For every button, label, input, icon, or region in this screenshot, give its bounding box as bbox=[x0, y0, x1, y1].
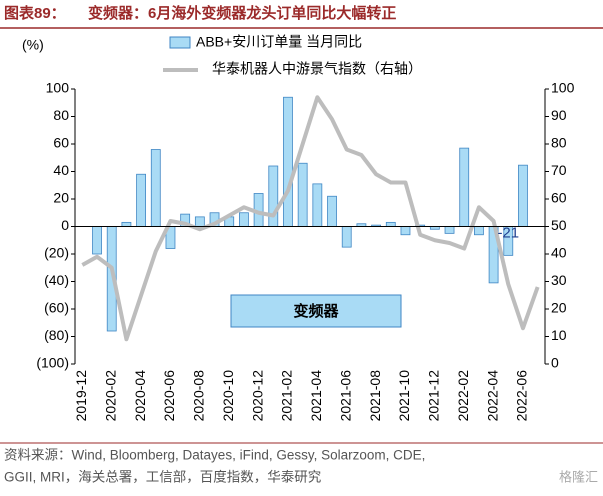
bar bbox=[312, 183, 323, 227]
x-tick-label: 2021-04 bbox=[308, 370, 324, 422]
y2-tick-label: 100 bbox=[551, 80, 575, 96]
y2-tick-label: 60 bbox=[551, 190, 567, 206]
x-tick-label: 2021-02 bbox=[279, 370, 295, 422]
x-tick-label: 2022-02 bbox=[455, 370, 471, 422]
bar bbox=[459, 147, 470, 227]
y-tick-label: 20 bbox=[53, 190, 69, 206]
y-tick-label: (20) bbox=[44, 245, 69, 261]
y2-tick-label: 20 bbox=[551, 300, 567, 316]
bar bbox=[518, 164, 528, 227]
x-tick-label: 2022-04 bbox=[484, 370, 500, 422]
x-tick-label: 2020-10 bbox=[220, 370, 236, 422]
y-tick-label: (40) bbox=[44, 272, 69, 288]
x-tick-label: 2021-06 bbox=[337, 370, 353, 422]
x-tick-label: 2021-12 bbox=[426, 370, 442, 422]
x-tick-label: 2020-02 bbox=[102, 370, 118, 422]
bar bbox=[327, 195, 337, 227]
source: 资料来源：Wind, Bloomberg, Datayes, iFind, Ge… bbox=[4, 448, 425, 463]
legend-label: ABB+安川订单量 当月同比 bbox=[196, 34, 362, 50]
bar bbox=[194, 216, 205, 227]
x-tick-label: 2021-10 bbox=[396, 370, 412, 422]
y2-tick-label: 40 bbox=[551, 245, 567, 261]
y-axis-label: (%) bbox=[22, 37, 44, 53]
y2-tick-label: 90 bbox=[551, 107, 567, 123]
y-tick-label: 60 bbox=[53, 135, 69, 151]
bar bbox=[92, 226, 102, 255]
title-prefix: 图表89： bbox=[4, 4, 66, 22]
y-tick-label: (60) bbox=[44, 300, 69, 316]
y-tick-label: 100 bbox=[46, 80, 70, 96]
bar bbox=[121, 221, 132, 227]
y2-tick-label: 80 bbox=[551, 135, 567, 151]
bar bbox=[444, 226, 455, 234]
y-tick-label: 0 bbox=[61, 217, 69, 233]
y2-tick-label: 30 bbox=[551, 272, 567, 288]
x-tick-label: 2019-12 bbox=[73, 370, 89, 422]
x-tick-label: 2022-06 bbox=[514, 370, 530, 422]
bar bbox=[341, 226, 352, 248]
x-tick-label: 2021-08 bbox=[367, 370, 383, 422]
y2-tick-label: 10 bbox=[551, 327, 567, 343]
bar bbox=[400, 226, 411, 236]
watermark: 格隆汇 bbox=[559, 469, 598, 484]
x-tick-label: 2020-06 bbox=[161, 370, 177, 422]
line bbox=[81, 95, 540, 342]
y2-tick-label: 50 bbox=[551, 217, 567, 233]
bar bbox=[385, 221, 396, 227]
legend-swatch bbox=[169, 36, 191, 49]
source: GGII, MRI，海关总署，工信部，百度指数，华泰研究 bbox=[4, 470, 321, 485]
chart-title: 变频器：6月海外变频器龙头订单同比大幅转正 bbox=[88, 4, 396, 22]
x-tick-label: 2020-08 bbox=[191, 370, 207, 422]
x-tick-label: 2020-12 bbox=[249, 370, 265, 422]
y-tick-label: 80 bbox=[53, 107, 69, 123]
bar bbox=[150, 149, 161, 227]
bar bbox=[297, 162, 308, 227]
y-tick-label: 40 bbox=[53, 162, 69, 178]
value-label: -21 bbox=[497, 224, 519, 241]
y2-tick-label: 70 bbox=[551, 162, 567, 178]
bar bbox=[239, 212, 249, 227]
legend-label: 华泰机器人中游景气指数（右轴） bbox=[212, 61, 422, 77]
y2-tick-label: 0 bbox=[551, 355, 559, 371]
x-tick-label: 2020-04 bbox=[132, 370, 148, 422]
annotation-box bbox=[230, 294, 402, 328]
y-tick-label: (100) bbox=[36, 355, 69, 371]
y-tick-label: (80) bbox=[44, 327, 69, 343]
annotation: 变频器 bbox=[293, 302, 339, 320]
bar bbox=[474, 226, 484, 236]
bar bbox=[283, 96, 293, 227]
bar bbox=[136, 173, 146, 227]
